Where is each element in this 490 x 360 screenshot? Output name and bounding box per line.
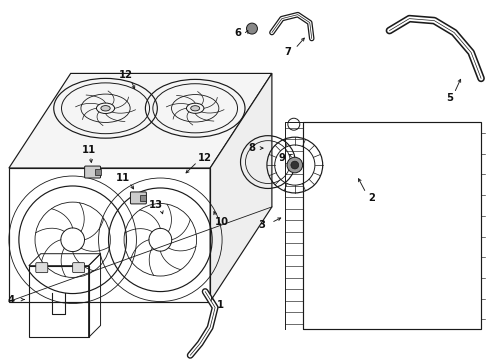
Text: 10: 10 (215, 217, 229, 227)
Polygon shape (9, 73, 272, 168)
Text: 4: 4 (7, 294, 15, 305)
Ellipse shape (191, 106, 200, 111)
FancyBboxPatch shape (95, 169, 100, 175)
Text: 12: 12 (198, 153, 212, 163)
Text: 5: 5 (446, 93, 453, 103)
Text: 11: 11 (81, 145, 96, 155)
Circle shape (291, 161, 299, 169)
FancyBboxPatch shape (85, 166, 100, 178)
Text: 9: 9 (278, 153, 285, 163)
Circle shape (287, 157, 303, 173)
FancyBboxPatch shape (73, 263, 85, 273)
Ellipse shape (101, 105, 110, 111)
Text: 13: 13 (148, 200, 162, 210)
Text: 3: 3 (259, 220, 266, 230)
Text: 7: 7 (284, 48, 291, 58)
FancyBboxPatch shape (141, 195, 147, 201)
Circle shape (246, 23, 257, 34)
Text: 12: 12 (119, 71, 132, 80)
FancyBboxPatch shape (36, 263, 48, 273)
Text: 11: 11 (115, 173, 129, 183)
Polygon shape (210, 73, 272, 302)
Text: 1: 1 (217, 300, 223, 310)
Text: 8: 8 (248, 143, 255, 153)
Text: 2: 2 (368, 193, 375, 203)
FancyBboxPatch shape (130, 192, 147, 204)
Text: 6: 6 (235, 28, 242, 37)
